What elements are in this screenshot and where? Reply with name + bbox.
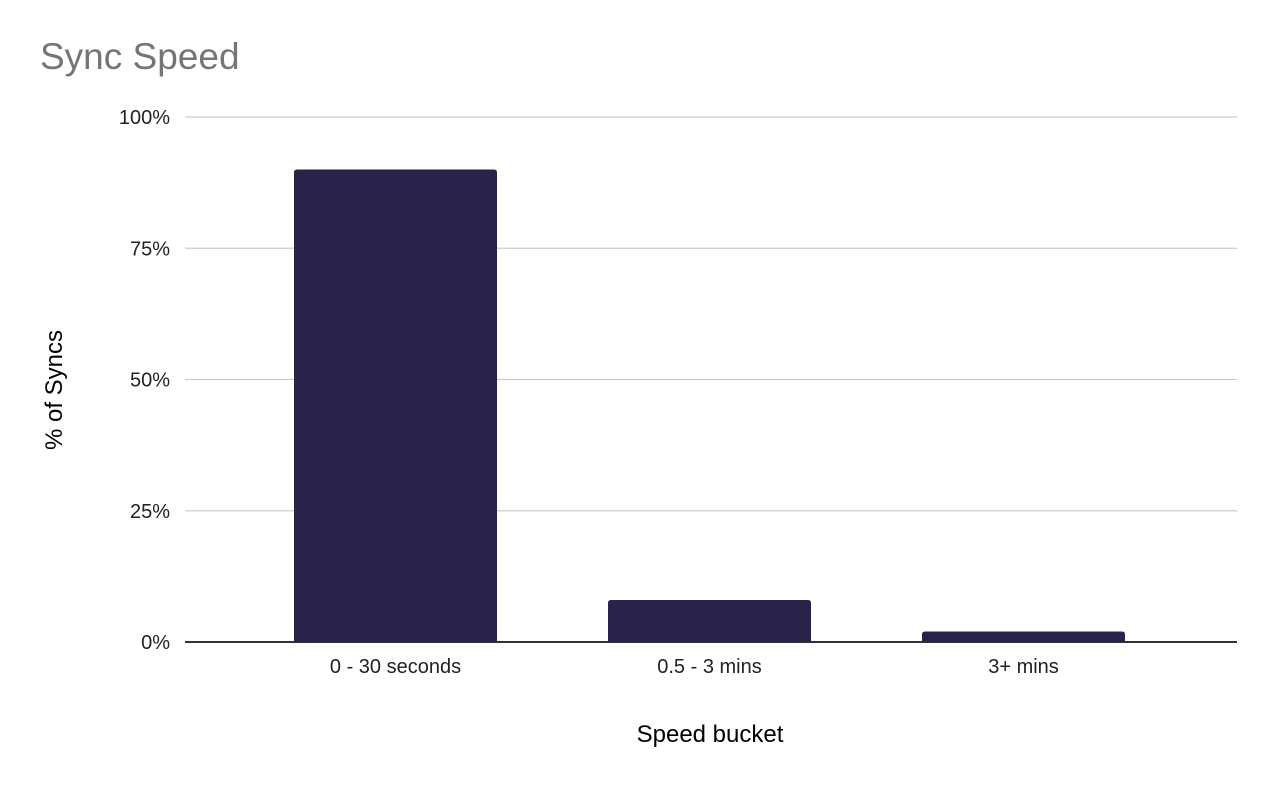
x-axis-label: Speed bucket [637, 721, 784, 748]
y-axis-label: % of Syncs [41, 330, 68, 450]
y-tick-label: 25% [130, 501, 170, 523]
bar [922, 631, 1125, 642]
x-tick-label: 3+ mins [988, 656, 1059, 678]
x-tick-label: 0 - 30 seconds [330, 656, 461, 678]
y-tick-label: 50% [130, 370, 170, 392]
x-tick-label: 0.5 - 3 mins [657, 656, 761, 678]
bar [608, 600, 811, 642]
y-tick-label: 75% [130, 238, 170, 260]
bar [294, 169, 497, 642]
y-tick-label: 100% [119, 107, 170, 129]
chart-title: Sync Speed [40, 36, 240, 77]
y-tick-label: 0% [141, 632, 170, 654]
